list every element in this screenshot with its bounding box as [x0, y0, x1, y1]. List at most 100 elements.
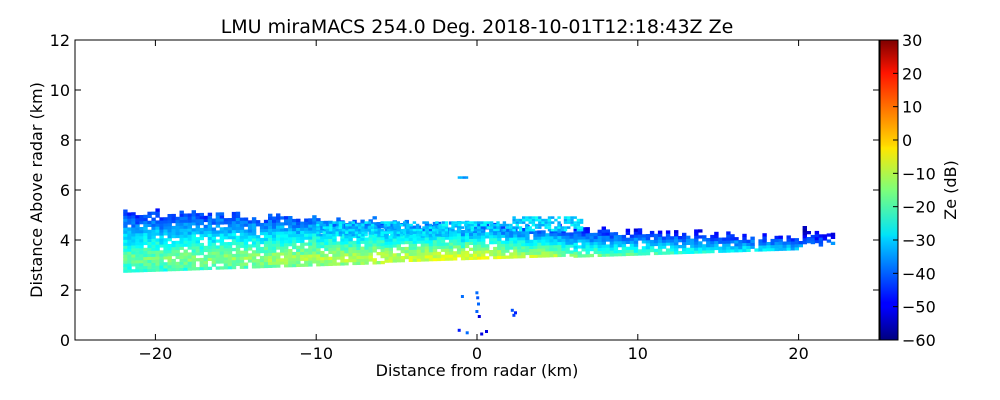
- reflectivity-cell: [219, 233, 225, 237]
- reflectivity-cell: [408, 249, 414, 253]
- reflectivity-cell: [436, 236, 442, 241]
- reflectivity-cell: [534, 216, 539, 219]
- reflectivity-cell: [465, 176, 469, 179]
- reflectivity-cell: [139, 263, 144, 267]
- reflectivity-cell: [392, 229, 397, 233]
- reflectivity-cell: [451, 226, 455, 229]
- reflectivity-cell: [332, 262, 337, 266]
- reflectivity-cell: [340, 244, 345, 248]
- reflectivity-cell: [489, 241, 494, 245]
- reflectivity-cell: [682, 235, 687, 240]
- reflectivity-cell: [235, 214, 241, 218]
- reflectivity-cell: [338, 221, 343, 224]
- reflectivity-cell: [364, 225, 369, 229]
- reflectivity-cell: [272, 228, 277, 232]
- reflectivity-cell: [227, 218, 233, 222]
- reflectivity-cell: [601, 250, 606, 254]
- reflectivity-cell: [400, 238, 405, 242]
- reflectivity-cell: [167, 250, 172, 254]
- reflectivity-cell: [714, 231, 719, 236]
- reflectivity-cell: [432, 245, 438, 250]
- reflectivity-cell: [549, 236, 554, 240]
- reflectivity-cell: [131, 215, 136, 219]
- reflectivity-cell: [690, 250, 695, 254]
- reflectivity-cell: [292, 242, 297, 247]
- reflectivity-cell: [742, 248, 747, 253]
- reflectivity-cell: [183, 219, 188, 223]
- reflectivity-cell: [219, 254, 225, 258]
- reflectivity-cell: [223, 236, 229, 240]
- reflectivity-cell: [380, 236, 385, 241]
- reflectivity-cell: [183, 264, 188, 268]
- reflectivity-cell: [268, 246, 273, 250]
- reflectivity-cell: [601, 247, 606, 251]
- reflectivity-cell: [493, 234, 498, 239]
- reflectivity-cell: [191, 261, 196, 265]
- reflectivity-cell: [341, 231, 346, 234]
- reflectivity-cell: [544, 226, 548, 229]
- reflectivity-cell: [268, 255, 273, 259]
- reflectivity-cell: [312, 224, 317, 228]
- reflectivity-cell: [496, 228, 500, 232]
- reflectivity-cell: [670, 245, 675, 249]
- reflectivity-cell: [718, 240, 723, 244]
- reflectivity-cell: [308, 224, 313, 228]
- reflectivity-cell: [454, 221, 458, 224]
- plot-area: [75, 40, 879, 340]
- reflectivity-cell: [280, 225, 285, 229]
- reflectivity-cell: [195, 243, 200, 247]
- reflectivity-cell: [135, 260, 140, 264]
- reflectivity-cell: [159, 238, 164, 242]
- reflectivity-cell: [143, 223, 148, 228]
- reflectivity-cell: [569, 241, 574, 245]
- reflectivity-cell: [428, 249, 434, 253]
- reflectivity-cell: [344, 253, 349, 257]
- reflectivity-cell: [549, 230, 554, 234]
- reflectivity-cell: [502, 221, 507, 224]
- reflectivity-cell: [304, 224, 309, 228]
- reflectivity-cell: [328, 244, 333, 248]
- reflectivity-cell: [456, 245, 462, 249]
- reflectivity-cell: [557, 232, 562, 237]
- reflectivity-cell: [726, 243, 731, 247]
- reflectivity-cell: [404, 237, 409, 242]
- reflectivity-cell: [436, 242, 442, 247]
- reflectivity-cell: [460, 257, 466, 261]
- reflectivity-cell: [525, 233, 530, 238]
- reflectivity-cell: [203, 233, 208, 238]
- reflectivity-cell: [320, 241, 325, 246]
- reflectivity-cell: [412, 252, 418, 256]
- reflectivity-cell: [292, 233, 297, 238]
- reflectivity-cell: [131, 254, 136, 258]
- reflectivity-cell: [400, 259, 405, 263]
- reflectivity-cell: [509, 234, 514, 238]
- reflectivity-cell: [470, 223, 474, 227]
- reflectivity-cell: [529, 248, 534, 252]
- reflectivity-cell: [625, 249, 631, 253]
- reflectivity-cell: [296, 233, 301, 237]
- colorbar: [879, 39, 899, 341]
- reflectivity-cell: [814, 230, 820, 235]
- reflectivity-cell: [412, 240, 418, 244]
- reflectivity-cell: [191, 243, 196, 247]
- reflectivity-cell: [545, 242, 550, 246]
- reflectivity-cell: [505, 228, 510, 232]
- reflectivity-cell: [742, 233, 747, 238]
- reflectivity-cell: [621, 240, 627, 245]
- reflectivity-cell: [469, 247, 474, 251]
- reflectivity-cell: [625, 246, 631, 250]
- reflectivity-cell: [272, 234, 277, 238]
- reflectivity-cell: [387, 221, 391, 224]
- reflectivity-cell: [272, 237, 277, 241]
- reflectivity-cell: [388, 259, 393, 263]
- reflectivity-cell: [332, 226, 337, 230]
- reflectivity-cell: [547, 216, 552, 219]
- reflectivity-cell: [480, 228, 484, 232]
- reflectivity-cell: [541, 251, 546, 255]
- reflectivity-cell: [502, 228, 507, 232]
- reflectivity-cell: [545, 239, 550, 243]
- reflectivity-cell: [167, 220, 172, 224]
- reflectivity-cell: [456, 233, 462, 237]
- reflectivity-cell: [569, 250, 574, 254]
- reflectivity-cell: [674, 248, 679, 252]
